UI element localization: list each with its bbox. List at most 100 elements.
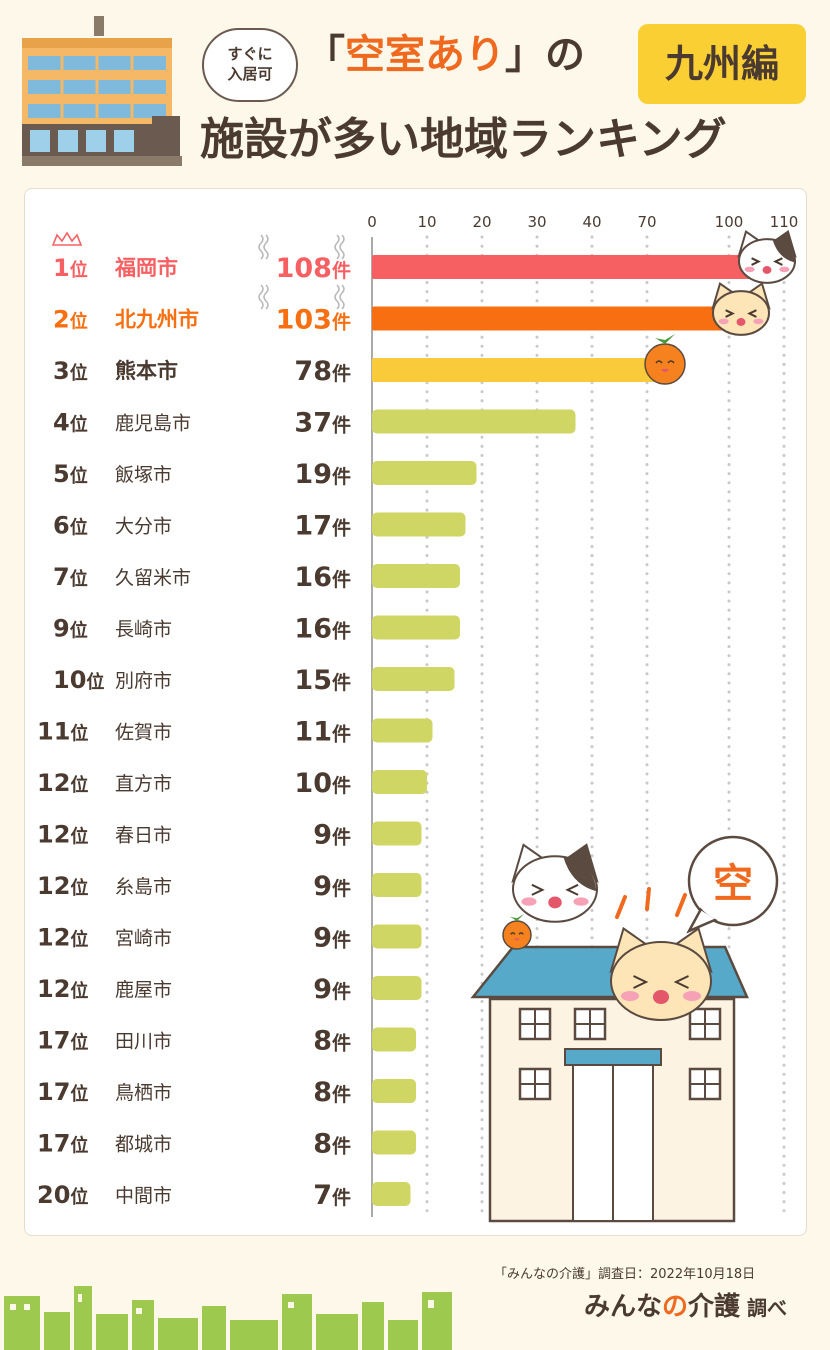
city-label: 佐賀市 <box>115 722 172 744</box>
tabby-cat-icon <box>609 926 713 1021</box>
title-highlight: 空室あり <box>345 32 505 78</box>
bubble-line1: すぐに <box>227 45 273 63</box>
bar <box>372 564 460 588</box>
row-layer: 1位 福岡市 108件 2位 北九州市 103件 3位 熊本市 78件 4位 鹿児島市 37件 5位 飯塚… <box>37 253 773 1211</box>
axis-break-mark <box>334 284 340 310</box>
value-label: 108件 <box>276 253 351 284</box>
availability-bubble: すぐに 入居可 <box>202 28 298 102</box>
bar <box>372 615 460 640</box>
vacancy-sign-text: 空 <box>713 861 753 907</box>
rank-label: 6位 <box>53 512 88 540</box>
city-label: 宮崎市 <box>115 928 172 950</box>
bar <box>372 1130 416 1155</box>
x-tick-label: 20 <box>472 213 491 231</box>
city-label: 長崎市 <box>115 619 172 641</box>
calico-cat-icon <box>737 229 797 284</box>
bar <box>372 821 422 846</box>
brand-part2: の <box>662 1292 689 1322</box>
rank-label: 4位 <box>53 409 88 437</box>
brand-part3: 介護 <box>688 1292 741 1322</box>
rank-label: 20位 <box>37 1181 88 1209</box>
value-label: 10件 <box>294 768 351 799</box>
emphasis-mark <box>675 893 687 917</box>
city-label: 鳥栖市 <box>115 1082 172 1104</box>
brand-logo: みんなの介護 調べ <box>584 1286 787 1323</box>
emphasis-mark <box>645 887 651 911</box>
rank-label: 10位 <box>53 666 104 694</box>
value-label: 9件 <box>313 923 351 954</box>
value-label: 11件 <box>294 717 351 748</box>
axis-break-mark <box>258 234 264 260</box>
page-title-line2: 施設が多い地域ランキング <box>200 114 727 165</box>
city-skyline-icon <box>4 1286 452 1350</box>
value-label: 15件 <box>294 665 351 696</box>
bar <box>372 1027 416 1052</box>
rank-label: 7位 <box>53 563 88 591</box>
bar <box>372 1079 416 1103</box>
x-tick-label: 0 <box>367 213 377 231</box>
calico-cat-icon <box>511 843 599 923</box>
crown-icon <box>51 231 83 246</box>
bar <box>372 770 427 794</box>
rank-label: 9位 <box>53 615 88 643</box>
tabby-cat-icon <box>711 281 771 336</box>
city-label: 熊本市 <box>115 359 178 383</box>
x-tick-label: 10 <box>417 213 436 231</box>
mikan-icon <box>502 914 532 950</box>
city-label: 久留米市 <box>115 567 191 589</box>
rank-label: 12位 <box>37 769 88 797</box>
bar <box>372 667 455 691</box>
brand-part4: 調べ <box>740 1296 788 1320</box>
x-tick-label: 100 <box>715 213 744 231</box>
city-label: 大分市 <box>115 516 172 538</box>
rank-label: 12位 <box>37 821 88 849</box>
header: すぐに 入居可 「空室あり」の 九州編 施設が多い地域ランキング <box>0 0 830 185</box>
rank-label: 2位 <box>53 306 88 334</box>
bar <box>372 358 669 382</box>
value-label: 16件 <box>294 562 351 593</box>
value-label: 103件 <box>276 305 351 336</box>
value-label: 9件 <box>313 820 351 851</box>
value-label: 19件 <box>294 459 351 490</box>
bar <box>372 512 466 537</box>
axis-break-mark <box>339 284 345 310</box>
city-label: 糸島市 <box>115 876 172 898</box>
chart-panel: 0 10 20 30 40 70 100 110 1位 福岡市 108件 2位 北九州市 103件 3位 熊… <box>24 188 807 1236</box>
value-label: 8件 <box>313 1026 351 1057</box>
x-tick-label: 30 <box>527 213 546 231</box>
rank-label: 12位 <box>37 924 88 952</box>
vacancy-speech-bubble: 空 <box>686 835 779 934</box>
bar <box>372 976 422 1000</box>
city-label: 別府市 <box>115 670 172 692</box>
value-label: 17件 <box>294 511 351 542</box>
bar <box>372 1182 411 1206</box>
city-label: 中間市 <box>115 1185 172 1207</box>
city-label: 鹿屋市 <box>115 979 172 1001</box>
rank-label: 11位 <box>37 718 88 746</box>
source-note: 「みんなの介護」調査日：2022年10月18日 <box>494 1267 756 1282</box>
value-label: 16件 <box>294 614 351 645</box>
axis-break-mark <box>258 284 264 310</box>
axis-break-mark <box>339 234 345 260</box>
city-label: 直方市 <box>115 773 172 795</box>
rank-label: 17位 <box>37 1130 88 1158</box>
tick-layer: 0 10 20 30 40 70 100 110 <box>367 213 798 231</box>
x-tick-label: 40 <box>582 213 601 231</box>
city-label: 福岡市 <box>114 256 178 280</box>
city-label: 北九州市 <box>115 308 199 332</box>
value-label: 9件 <box>313 974 351 1005</box>
emphasis-mark <box>615 895 627 919</box>
mikan-icon <box>644 334 686 385</box>
city-label: 飯塚市 <box>115 464 172 486</box>
ranking-chart: 0 10 20 30 40 70 100 110 1位 福岡市 108件 2位 北九州市 103件 3位 熊… <box>37 213 798 1223</box>
rank-label: 12位 <box>37 975 88 1003</box>
bar <box>372 718 433 743</box>
title-close-bracket: 」の <box>505 32 585 78</box>
city-label: 田川市 <box>115 1031 172 1053</box>
x-tick-label: 70 <box>637 213 656 231</box>
value-label: 78件 <box>294 356 351 387</box>
bar <box>372 306 746 331</box>
bar <box>372 255 773 279</box>
rank-label: 3位 <box>53 357 88 385</box>
region-badge: 九州編 <box>638 24 806 104</box>
